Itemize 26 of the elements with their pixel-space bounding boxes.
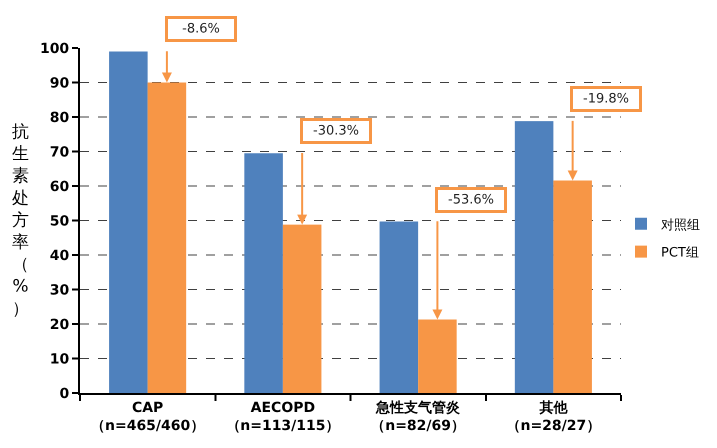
y-tick-label: 60: [50, 178, 70, 195]
text: 抗生素处方率（%）: [12, 122, 29, 319]
y-tick-label: 80: [50, 110, 70, 126]
y-tick-label: 10: [50, 351, 70, 368]
x-tick-label: 急性支气管炎（n=82/69）: [371, 400, 466, 434]
y-tick-label: 20: [50, 316, 70, 333]
annotation: -19.8%: [583, 92, 629, 106]
text: -8.6%: [182, 22, 220, 36]
annotation: -30.3%: [313, 124, 359, 138]
x-tick-label: 其他（n=28/27）: [506, 400, 600, 434]
y-tick-label: 70: [50, 144, 70, 160]
y-tick-label: 0: [59, 386, 70, 402]
y-tick-label: 100: [40, 40, 70, 57]
y-tick-label: 40: [50, 248, 70, 264]
x-tick-label: CAP （n=465/460）: [90, 400, 204, 434]
annotation: -53.6%: [448, 192, 494, 208]
legend-label: 对照组: [661, 218, 700, 233]
bar: [514, 121, 554, 393]
bar: [109, 51, 148, 393]
bar: [244, 153, 283, 393]
y-tick-label: 90: [50, 75, 70, 92]
x-tick-label: AECOPD （n=113/115）: [226, 400, 340, 434]
bar: [380, 222, 418, 393]
y-tick-label: 30: [50, 282, 70, 298]
legend-label: PCT组: [661, 246, 699, 261]
y-tick-label: 50: [50, 213, 70, 230]
